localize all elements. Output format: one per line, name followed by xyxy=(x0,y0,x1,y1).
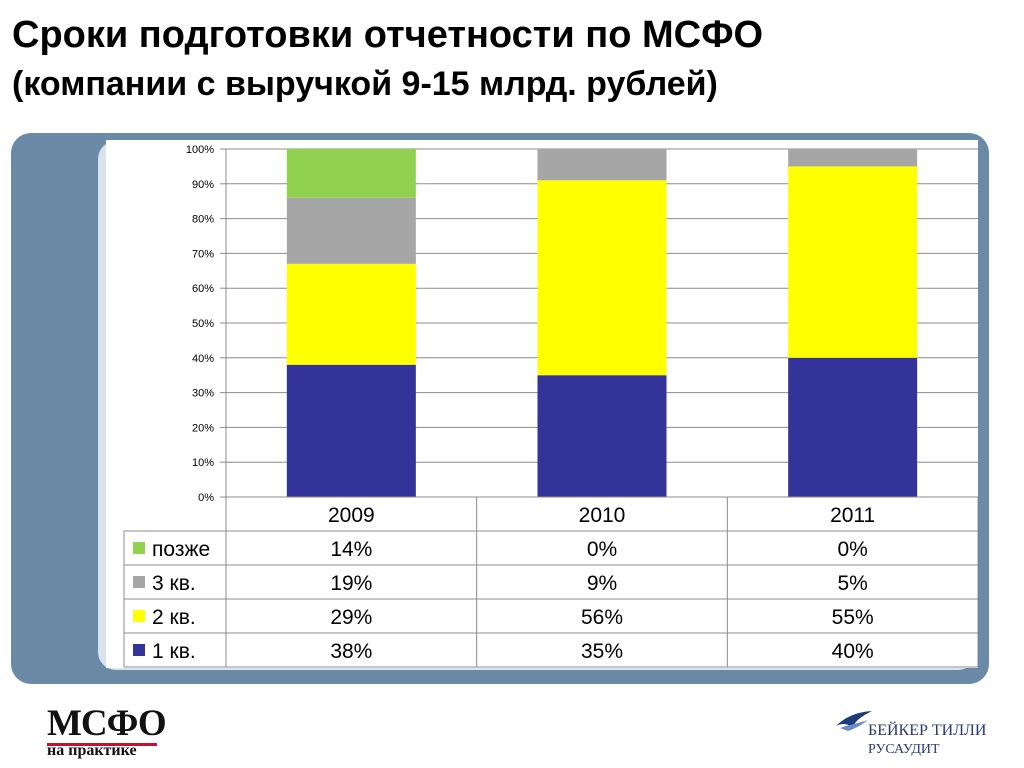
bar-2010-series-1 xyxy=(537,180,667,376)
category-label: 2009 xyxy=(328,504,375,527)
y-tick-label: 20% xyxy=(192,422,214,434)
category-label: 2011 xyxy=(830,504,875,527)
legend-swatch-1 xyxy=(133,610,145,622)
category-label: 2010 xyxy=(579,504,626,527)
msfo-logo-title: МСФО xyxy=(47,703,167,744)
data-label: 55% xyxy=(832,606,874,629)
baker-tilly-logo: БЕЙКЕР ТИЛЛИ РУСАУДИТ xyxy=(834,706,994,760)
bird-icon xyxy=(836,711,872,731)
data-label: 38% xyxy=(330,640,372,663)
data-label: 0% xyxy=(837,538,867,561)
y-tick-label: 70% xyxy=(192,248,214,260)
legend-swatch-3 xyxy=(133,542,145,554)
bar-2009-series-0 xyxy=(286,364,416,497)
y-tick-label: 40% xyxy=(192,353,214,365)
data-label: 19% xyxy=(330,572,372,595)
msfo-logo-subtitle: на практике xyxy=(47,742,137,759)
y-tick-label: 50% xyxy=(192,318,214,330)
bar-2009-series-2 xyxy=(286,197,416,264)
legend-label: 1 кв. xyxy=(152,640,196,663)
bar-2010-series-0 xyxy=(537,375,667,497)
y-tick-label: 100% xyxy=(186,144,214,156)
bar-2011-series-0 xyxy=(788,357,918,497)
legend-label: позже xyxy=(152,538,210,561)
data-label: 5% xyxy=(837,572,867,595)
bar-2009-series-1 xyxy=(286,263,416,365)
data-label: 29% xyxy=(330,606,372,629)
baker-tilly-subname: РУСАУДИТ xyxy=(868,742,940,757)
data-label: 14% xyxy=(330,538,372,561)
y-tick-label: 0% xyxy=(198,492,214,504)
data-label: 35% xyxy=(581,640,623,663)
page-title: Сроки подготовки отчетности по МСФО xyxy=(12,14,764,56)
page-subtitle: (компании с выручкой 9-15 млрд. рублей) xyxy=(12,65,718,103)
legend-label: 2 кв. xyxy=(152,606,196,629)
y-tick-label: 80% xyxy=(192,214,214,226)
legend-swatch-2 xyxy=(133,576,145,588)
bar-2010-series-2 xyxy=(537,149,667,181)
legend-label: 3 кв. xyxy=(152,572,196,595)
data-label: 56% xyxy=(581,606,623,629)
stacked-bar-chart: 0% 10% 20% 30% 40% 50% 60% 70% 80% 90% 100% 2009 201… xyxy=(123,144,978,668)
baker-tilly-name: БЕЙКЕР ТИЛЛИ xyxy=(868,722,987,739)
msfo-logo-rule xyxy=(47,743,157,746)
y-tick-label: 90% xyxy=(192,179,214,191)
bar-2011-series-1 xyxy=(788,166,918,358)
data-label: 40% xyxy=(832,640,874,663)
y-tick-label: 30% xyxy=(192,388,214,400)
y-tick-label: 10% xyxy=(192,457,214,469)
legend-swatch-0 xyxy=(133,644,145,656)
msfo-logo: МСФО на практике xyxy=(47,703,167,760)
bar-2011-series-2 xyxy=(788,149,918,167)
chart-panel: 0% 10% 20% 30% 40% 50% 60% 70% 80% 90% 100% 2009 201… xyxy=(106,140,978,668)
data-label: 0% xyxy=(587,538,617,561)
bar-2009-series-3 xyxy=(286,149,416,198)
data-label: 9% xyxy=(587,572,617,595)
y-tick-label: 60% xyxy=(192,283,214,295)
